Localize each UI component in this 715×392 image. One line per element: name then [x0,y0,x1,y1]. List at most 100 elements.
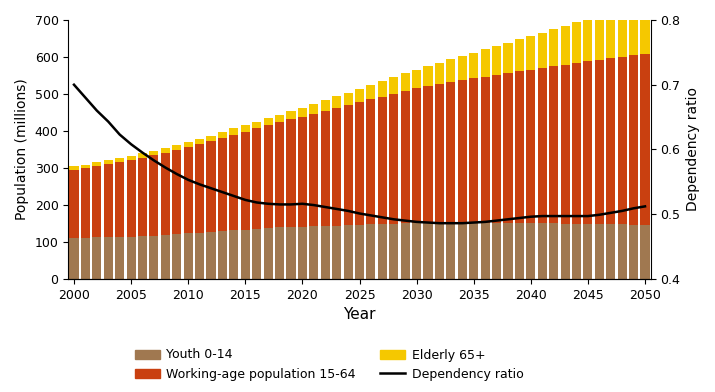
Bar [492,46,501,75]
Bar [469,78,478,223]
Bar [355,102,364,225]
Bar [264,125,272,228]
Bar [366,85,375,99]
Bar [583,224,593,279]
Bar [218,138,227,231]
Bar [92,167,102,238]
Bar [287,111,295,119]
Bar [230,134,238,230]
Bar [127,160,136,237]
Bar [641,225,650,279]
Bar [389,224,398,279]
Bar [538,68,547,223]
Bar [252,122,261,128]
Bar [480,76,490,223]
Bar [92,162,102,167]
Bar [184,147,193,233]
Bar [149,236,159,279]
Bar [606,225,616,279]
Bar [195,139,204,144]
Bar [378,81,387,96]
Bar [275,122,284,227]
Bar [400,73,410,91]
Bar [618,225,627,279]
Bar [207,232,216,279]
Bar [241,125,250,132]
Bar [515,223,524,279]
Bar [423,86,433,223]
Bar [320,111,330,226]
Bar [446,59,455,82]
Legend: Youth 0-14, Working-age population 15-64, Elderly 65+, Dependency ratio: Youth 0-14, Working-age population 15-64… [129,343,528,386]
Bar [618,56,627,225]
Bar [606,12,616,58]
Bar [469,53,478,78]
Bar [343,105,352,225]
Bar [104,237,113,279]
Bar [195,232,204,279]
Bar [81,165,90,168]
Bar [606,58,616,225]
Bar [492,223,501,279]
Bar [435,63,444,84]
Bar [230,128,238,134]
Bar [355,225,364,279]
Bar [310,114,318,226]
Bar [423,223,433,279]
Bar [104,164,113,237]
Y-axis label: Population (millions): Population (millions) [15,78,29,220]
Bar [195,144,204,232]
Bar [515,39,524,71]
Bar [127,156,136,160]
Bar [583,62,593,224]
Bar [320,100,330,111]
Bar [366,225,375,279]
Bar [378,96,387,224]
Bar [561,65,570,224]
Bar [538,223,547,279]
Bar [149,155,159,236]
Bar [138,158,147,236]
Bar [355,89,364,102]
Bar [469,223,478,279]
Bar [241,230,250,279]
Bar [264,228,272,279]
Bar [161,235,170,279]
Bar [252,229,261,279]
Y-axis label: Dependency ratio: Dependency ratio [686,87,700,211]
Bar [241,132,250,230]
Bar [526,36,536,69]
Bar [378,224,387,279]
Bar [264,118,272,125]
Bar [172,234,182,279]
Bar [458,56,467,80]
Bar [515,71,524,223]
Bar [81,238,90,279]
Bar [549,66,558,223]
Bar [310,226,318,279]
Bar [218,132,227,138]
Bar [161,153,170,235]
Bar [572,22,581,63]
Bar [230,230,238,279]
Bar [310,104,318,114]
Bar [207,141,216,232]
Bar [538,33,547,68]
Bar [320,226,330,279]
Bar [287,119,295,227]
Bar [435,84,444,223]
Bar [629,5,638,55]
Bar [641,2,650,54]
Bar [549,29,558,66]
Bar [503,223,513,279]
Bar [207,136,216,141]
Bar [629,225,638,279]
Bar [81,168,90,238]
Bar [503,73,513,223]
Bar [127,237,136,279]
Bar [389,94,398,224]
Bar [287,227,295,279]
Bar [412,89,421,223]
Bar [435,223,444,279]
Bar [561,224,570,279]
